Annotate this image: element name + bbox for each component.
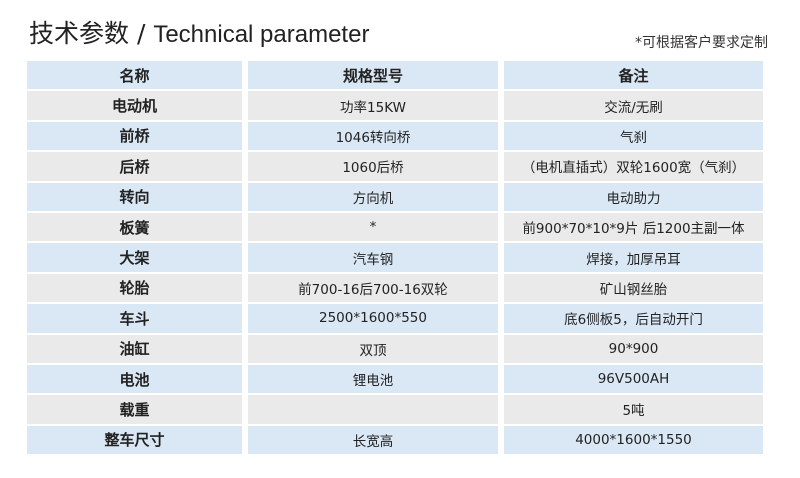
cell-remark: 前900*70*10*9片 后1200主副一体 [504,212,763,242]
cell-remark: 焊接，加厚吊耳 [504,243,763,272]
cell-remark: 矿山钢丝胎 [504,273,763,303]
header-name: 名称 [27,61,242,90]
cell-spec: 1046转向桥 [248,121,498,151]
cell-name: 板簧 [27,212,242,242]
table-row: 转向 方向机 电动助力 [27,182,763,211]
cell-name: 轮胎 [27,273,242,303]
cell-spec: 汽车钢 [248,243,498,272]
cell-remark: 底6侧板5，后自动开门 [504,304,763,333]
table-row: 载重 5吨 [27,395,763,424]
table-row: 轮胎 前700-16后700-16双轮 矿山钢丝胎 [27,273,763,303]
cell-name: 前桥 [27,121,242,151]
table-row: 整车尺寸 长宽高 4000*1600*1550 [27,425,763,455]
title-en: Technical parameter [153,21,370,48]
table-header-row: 名称 规格型号 备注 [27,61,763,90]
spec-table: 名称 规格型号 备注 电动机 功率15KW 交流/无刷 前桥 1046转向桥 气刹 后桥 10… [21,59,769,456]
table-row: 车斗 2500*1600*550 底6侧板5，后自动开门 [27,304,763,333]
cell-spec: 方向机 [248,182,498,211]
cell-spec: 锂电池 [248,364,498,394]
header-remark: 备注 [504,61,763,90]
header-spec: 规格型号 [248,61,498,90]
cell-name: 大架 [27,243,242,272]
cell-name: 整车尺寸 [27,425,242,455]
table-row: 大架 汽车钢 焊接，加厚吊耳 [27,243,763,272]
cell-remark: （电机直插式）双轮1600宽（气刹） [504,152,763,181]
table-row: 电池 锂电池 96V500AH [27,364,763,394]
table-row: 电动机 功率15KW 交流/无刷 [27,91,763,120]
cell-name: 转向 [27,182,242,211]
cell-spec: 前700-16后700-16双轮 [248,273,498,303]
cell-remark: 96V500AH [504,364,763,394]
cell-remark: 电动助力 [504,182,763,211]
cell-name: 后桥 [27,152,242,181]
cell-name: 电池 [27,364,242,394]
cell-spec: 长宽高 [248,425,498,455]
cell-name: 载重 [27,395,242,424]
table-row: 板簧 * 前900*70*10*9片 后1200主副一体 [27,212,763,242]
table-row: 后桥 1060后桥 （电机直插式）双轮1600宽（气刹） [27,152,763,181]
cell-spec [248,395,498,424]
cell-spec: 2500*1600*550 [248,304,498,333]
title-cn: 技术参数 / [29,19,146,48]
cell-name: 电动机 [27,91,242,120]
cell-remark: 5吨 [504,395,763,424]
cell-name: 油缸 [27,334,242,363]
cell-spec: 双顶 [248,334,498,363]
page-title: 技术参数 / Technical parameter [29,14,369,50]
customization-note: *可根据客户要求定制 [635,35,768,51]
cell-spec: 1060后桥 [248,152,498,181]
cell-spec: 功率15KW [248,91,498,120]
table-row: 前桥 1046转向桥 气刹 [27,121,763,151]
cell-remark: 4000*1600*1550 [504,425,763,455]
cell-remark: 气刹 [504,121,763,151]
cell-spec: * [248,212,498,242]
cell-remark: 交流/无刷 [504,91,763,120]
cell-name: 车斗 [27,304,242,333]
cell-remark: 90*900 [504,334,763,363]
table-row: 油缸 双顶 90*900 [27,334,763,363]
